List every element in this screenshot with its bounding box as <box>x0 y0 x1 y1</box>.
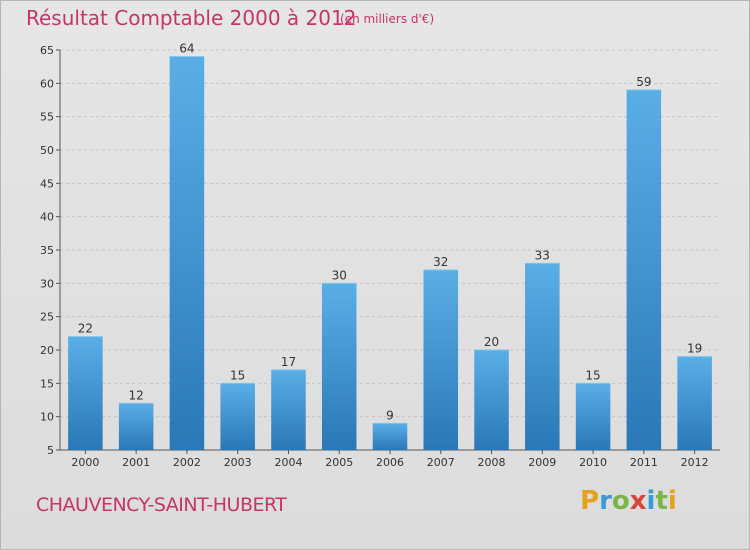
x-tick-label: 2012 <box>681 456 709 469</box>
logo-letter: o <box>611 486 630 516</box>
logo-letter: t <box>655 486 668 516</box>
x-tick-label: 2003 <box>224 456 252 469</box>
bar <box>575 383 611 450</box>
axes <box>56 49 720 454</box>
bar <box>68 336 103 450</box>
y-tick-label: 15 <box>40 377 54 390</box>
bar <box>321 283 357 450</box>
y-tick-label: 5 <box>47 444 54 457</box>
logo-letter: x <box>629 486 647 516</box>
x-tick-label: 2008 <box>478 456 506 469</box>
x-tick-label: 2011 <box>630 456 658 469</box>
logo-letter: r <box>599 486 612 516</box>
commune-name: CHAUVENCY-SAINT-HUBERT <box>36 494 287 516</box>
data-label: 19 <box>687 342 702 356</box>
data-label: 59 <box>636 75 651 89</box>
y-tick-label: 50 <box>40 144 54 157</box>
x-tick-label: 2010 <box>579 456 607 469</box>
bar <box>220 383 255 450</box>
bar <box>677 356 712 450</box>
data-label: 15 <box>585 368 600 382</box>
y-tick-label: 45 <box>40 177 54 190</box>
x-tick-label: 2004 <box>274 456 302 469</box>
y-tick-label: 60 <box>40 77 54 90</box>
data-label: 20 <box>484 335 499 349</box>
data-label: 32 <box>433 255 448 269</box>
data-label: 30 <box>332 268 347 282</box>
data-label: 33 <box>535 248 550 262</box>
y-tick-label: 65 <box>40 44 54 57</box>
data-label: 12 <box>129 388 144 402</box>
y-tick-label: 20 <box>40 344 54 357</box>
x-tick-label: 2007 <box>427 456 455 469</box>
proxiti-logo: Proxiti <box>580 486 677 516</box>
y-tick-label: 30 <box>40 277 54 290</box>
grid-lines <box>60 49 720 418</box>
logo-letter: i <box>646 486 656 516</box>
bar <box>474 350 509 450</box>
x-tick-label: 2009 <box>528 456 556 469</box>
data-label: 17 <box>281 355 296 369</box>
bar <box>525 263 560 450</box>
y-tick-label: 10 <box>40 411 54 424</box>
logo-letter: i <box>667 486 677 516</box>
bar <box>169 56 205 451</box>
chart-title: Résultat Comptable 2000 à 2012 <box>26 6 357 30</box>
data-label: 22 <box>78 322 93 336</box>
x-tick-label: 2006 <box>376 456 404 469</box>
logo-letter: P <box>580 486 600 516</box>
bar <box>626 90 662 450</box>
x-tick-label: 2002 <box>173 456 201 469</box>
y-tick-label: 40 <box>40 211 54 224</box>
labels: 5 10 15 20 25 30 35 40 45 50 55 60 65 22 2000 12 2001 64 2… <box>40 42 709 469</box>
x-tick-label: 2000 <box>71 456 99 469</box>
bars <box>68 56 712 451</box>
chart-subtitle: (en milliers d'€) <box>340 12 435 26</box>
data-label: 15 <box>230 368 245 382</box>
bar <box>372 423 408 450</box>
y-tick-label: 55 <box>40 111 54 124</box>
x-tick-label: 2005 <box>325 456 353 469</box>
bar <box>118 403 154 450</box>
data-label: 64 <box>179 42 194 56</box>
data-label: 9 <box>386 408 394 422</box>
x-tick-label: 2001 <box>122 456 150 469</box>
y-tick-label: 35 <box>40 244 54 257</box>
y-tick-label: 25 <box>40 311 54 324</box>
bar <box>423 270 459 450</box>
bar <box>271 370 306 450</box>
